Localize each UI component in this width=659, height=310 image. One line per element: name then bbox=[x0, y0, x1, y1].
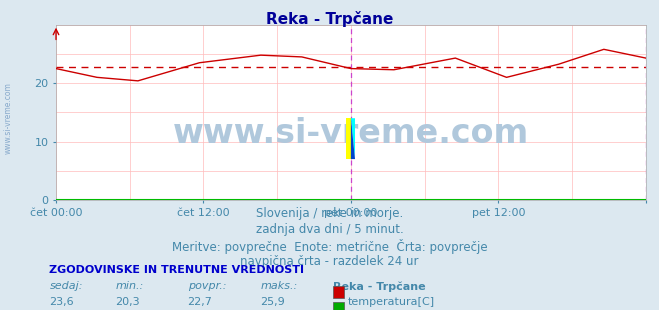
Polygon shape bbox=[351, 118, 355, 159]
Bar bbox=[346, 118, 351, 159]
Text: min.:: min.: bbox=[115, 281, 144, 291]
Text: zadnja dva dni / 5 minut.: zadnja dva dni / 5 minut. bbox=[256, 223, 403, 236]
Text: 22,7: 22,7 bbox=[187, 297, 212, 307]
Text: www.si-vreme.com: www.si-vreme.com bbox=[173, 117, 529, 150]
Text: sedaj:: sedaj: bbox=[49, 281, 83, 291]
Text: navpična črta - razdelek 24 ur: navpična črta - razdelek 24 ur bbox=[241, 255, 418, 268]
Text: Reka - Trpčane: Reka - Trpčane bbox=[333, 281, 426, 292]
Text: maks.:: maks.: bbox=[260, 281, 298, 291]
Polygon shape bbox=[351, 118, 355, 159]
Text: www.si-vreme.com: www.si-vreme.com bbox=[3, 82, 13, 154]
Text: Reka - Trpčane: Reka - Trpčane bbox=[266, 11, 393, 27]
Text: Meritve: povprečne  Enote: metrične  Črta: povprečje: Meritve: povprečne Enote: metrične Črta:… bbox=[172, 239, 487, 254]
Text: povpr.:: povpr.: bbox=[188, 281, 226, 291]
Text: 20,3: 20,3 bbox=[115, 297, 140, 307]
Text: Slovenija / reke in morje.: Slovenija / reke in morje. bbox=[256, 207, 403, 220]
Text: 23,6: 23,6 bbox=[49, 297, 74, 307]
Text: 25,9: 25,9 bbox=[260, 297, 285, 307]
Text: temperatura[C]: temperatura[C] bbox=[347, 297, 434, 307]
Text: ZGODOVINSKE IN TRENUTNE VREDNOSTI: ZGODOVINSKE IN TRENUTNE VREDNOSTI bbox=[49, 265, 304, 275]
